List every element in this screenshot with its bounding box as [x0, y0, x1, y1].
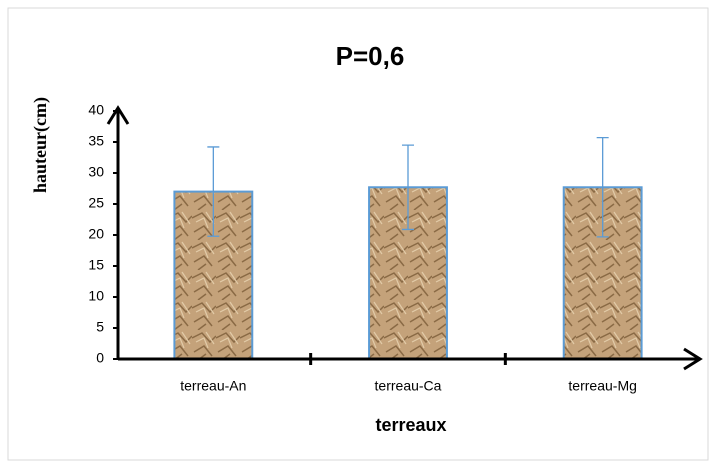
plot: 0 5 10 15 20 25 30 35 40 terreau-An terreau-Ca terr…: [88, 102, 643, 394]
y-tick-label: 15: [88, 257, 104, 273]
y-tick-label: 5: [96, 319, 104, 335]
y-tick-label: 20: [88, 226, 104, 242]
axes: [106, 105, 703, 371]
x-axis-label: terreaux: [375, 415, 446, 435]
y-tick-label: 25: [88, 195, 104, 211]
x-tick-label: terreau-Ca: [375, 378, 442, 394]
y-tick-label: 10: [88, 288, 104, 304]
x-tick-label: terreau-An: [180, 378, 246, 394]
error-bar: [596, 137, 609, 238]
x-tick-label: terreau-Mg: [568, 378, 636, 394]
y-axis-label: hauteur(cm): [30, 97, 51, 193]
y-tick-label: 0: [96, 350, 104, 366]
chart-title: P=0,6: [336, 41, 405, 71]
error-bar: [402, 144, 414, 231]
error-bar: [207, 146, 220, 237]
y-tick-label: 35: [88, 133, 104, 149]
y-tick-label: 40: [88, 102, 104, 118]
y-tick-label: 30: [88, 164, 104, 180]
